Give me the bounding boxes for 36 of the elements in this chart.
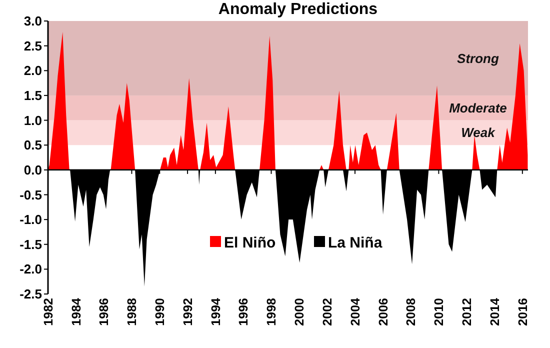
legend-label: El Niño [224, 234, 276, 252]
band-label: Moderate [449, 100, 507, 116]
y-tick-label: 0.5 [24, 138, 42, 153]
y-tick-label: 1.0 [24, 112, 42, 128]
x-tick-label: 2016 [516, 298, 530, 326]
x-tick-label: 2006 [376, 298, 390, 326]
x-tick-label: 2002 [320, 298, 334, 326]
x-tick-label: 2000 [292, 298, 307, 326]
x-tick-label: 1984 [69, 298, 84, 326]
x-tick-label: 2010 [432, 298, 446, 326]
band-label: Strong [457, 50, 499, 66]
band-label: Weak [461, 125, 496, 140]
y-tick-label: -1.5 [20, 236, 42, 252]
x-tick-label: 1990 [153, 298, 168, 326]
y-tick-label: 3.0 [24, 14, 42, 29]
y-tick-label: -2.0 [20, 262, 42, 277]
y-tick-label: 2.5 [24, 38, 42, 54]
y-tick-label: -0.5 [20, 187, 42, 202]
x-tick-label: 1988 [125, 298, 140, 326]
x-tick-label: 1982 [41, 298, 56, 326]
y-tick-label: 0.0 [24, 162, 42, 178]
legend-label: La Niña [328, 234, 383, 252]
x-tick-label: 2014 [488, 298, 502, 326]
x-tick-label: 1992 [180, 298, 195, 326]
y-tick-label: 1.5 [24, 88, 42, 104]
x-tick-label: 2012 [460, 298, 474, 326]
x-tick-label: 1986 [97, 298, 112, 326]
x-tick-label: 2008 [404, 298, 418, 326]
y-tick-label: -2.5 [20, 286, 42, 302]
chart-title: Anomaly Predictions [218, 1, 378, 18]
x-tick-label: 1998 [264, 298, 279, 326]
y-tick-label: -1.0 [20, 212, 42, 228]
x-tick-label: 2004 [348, 298, 362, 326]
x-tick-label: 1996 [236, 298, 251, 326]
x-tick-label: 1994 [208, 298, 223, 326]
y-tick-label: 2.0 [24, 63, 42, 78]
